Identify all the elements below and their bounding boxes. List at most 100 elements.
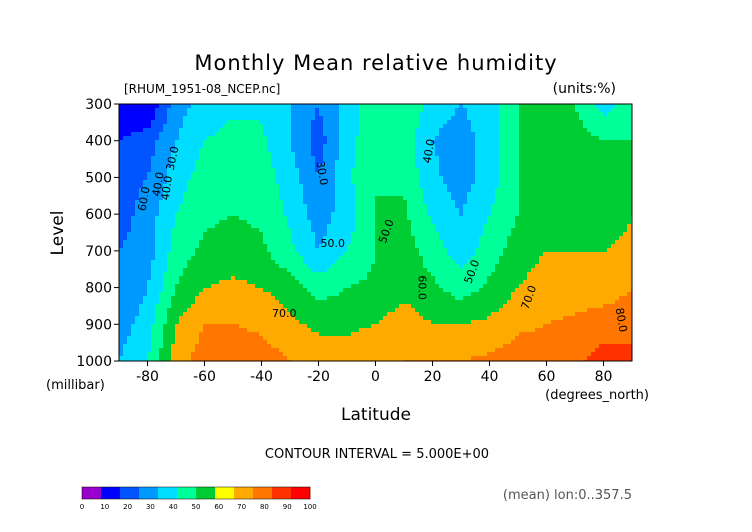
heatmap-cell [355,168,360,173]
heatmap-cell [239,236,244,241]
heatmap-cell [151,340,156,345]
heatmap-cell [339,308,344,313]
heatmap-cell [139,108,144,113]
heatmap-cell [247,300,252,305]
heatmap-cell [407,112,412,117]
heatmap-cell [135,352,140,357]
heatmap-cell [151,232,156,237]
heatmap-cell [327,204,332,209]
heatmap-cell [215,324,220,329]
heatmap-cell [355,228,360,233]
heatmap-cell [271,328,276,333]
heatmap-cell [171,116,176,121]
heatmap-cell [379,336,384,341]
heatmap-cell [267,176,272,181]
heatmap-cell [315,336,320,341]
heatmap-cell [363,324,368,329]
heatmap-cell [143,332,148,337]
heatmap-cell [335,112,340,117]
heatmap-cell [279,276,284,281]
heatmap-cell [159,120,164,125]
heatmap-cell [411,228,416,233]
heatmap-cell [159,260,164,265]
heatmap-cell [167,284,172,289]
heatmap-cell [271,192,276,197]
heatmap-cell [411,124,416,129]
heatmap-cell [359,204,364,209]
file-label: [RHUM_1951-08_NCEP.nc] [124,82,280,96]
heatmap-cell [191,104,196,109]
heatmap-cell [351,204,356,209]
heatmap-cell [327,292,332,297]
heatmap-cell [303,140,308,145]
heatmap-cell [191,232,196,237]
heatmap-cell [163,128,168,133]
heatmap-cell [243,248,248,253]
heatmap-cell [195,264,200,269]
heatmap-cell [355,148,360,153]
heatmap-cell [275,216,280,221]
heatmap-cell [231,208,236,213]
heatmap-cell [407,156,412,161]
heatmap-cell [419,216,424,221]
heatmap-cell [271,120,276,125]
heatmap-cell [143,228,148,233]
heatmap-cell [195,140,200,145]
heatmap-cell [315,272,320,277]
heatmap-cell [287,116,292,121]
heatmap-cell [307,192,312,197]
heatmap-cell [135,224,140,229]
heatmap-cell [171,236,176,241]
heatmap-cell [403,152,408,157]
heatmap-cell [323,324,328,329]
heatmap-cell [291,280,296,285]
heatmap-cell [267,136,272,141]
heatmap-cell [195,284,200,289]
heatmap-cell [139,216,144,221]
heatmap-cell [187,148,192,153]
heatmap-cell [399,140,404,145]
heatmap-cell [383,288,388,293]
heatmap-cell [419,296,424,301]
heatmap-cell [399,328,404,333]
heatmap-cell [203,252,208,257]
heatmap-cell [275,336,280,341]
heatmap-cell [315,344,320,349]
heatmap-cell [227,236,232,241]
heatmap-cell [167,204,172,209]
heatmap-cell [267,188,272,193]
heatmap-cell [411,176,416,181]
heatmap-cell [259,124,264,129]
heatmap-cell [255,324,260,329]
heatmap-cell [311,228,316,233]
heatmap-cell [303,268,308,273]
heatmap-cell [399,128,404,133]
heatmap-cell [335,220,340,225]
heatmap-cell [367,348,372,353]
heatmap-cell [303,160,308,165]
heatmap-cell [347,280,352,285]
heatmap-cell [227,152,232,157]
heatmap-cell [151,140,156,145]
heatmap-cell [323,152,328,157]
heatmap-cell [187,340,192,345]
heatmap-cell [207,356,212,361]
heatmap-cell [403,220,408,225]
heatmap-cell [175,236,180,241]
heatmap-cell [379,268,384,273]
heatmap-cell [267,144,272,149]
heatmap-cell [307,296,312,301]
heatmap-cell [163,296,168,301]
heatmap-cell [195,116,200,121]
heatmap-cell [391,260,396,265]
heatmap-cell [275,304,280,309]
heatmap-cell [191,308,196,313]
heatmap-cell [395,244,400,249]
heatmap-cell [147,248,152,253]
heatmap-cell [167,228,172,233]
heatmap-cell [411,280,416,285]
heatmap-cell [379,232,384,237]
heatmap-cell [387,148,392,153]
heatmap-cell [299,356,304,361]
heatmap-cell [419,212,424,217]
